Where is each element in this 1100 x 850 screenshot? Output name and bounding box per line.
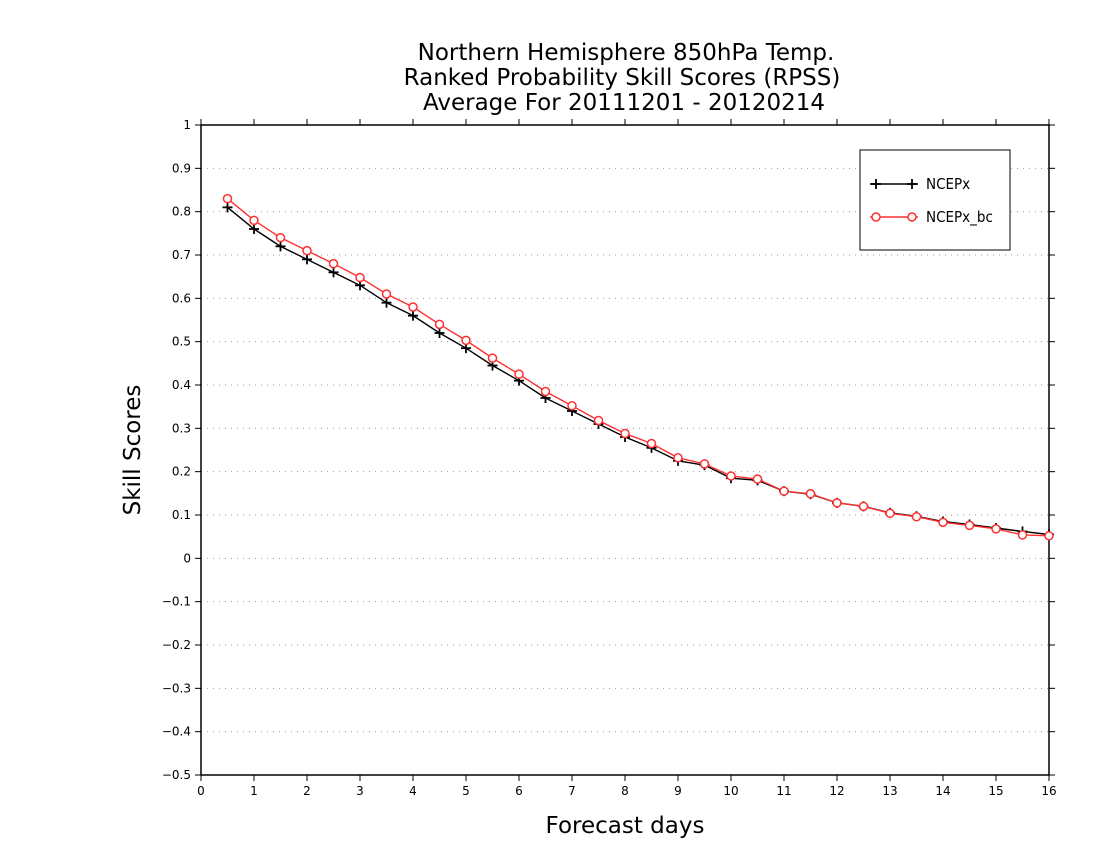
data-point-circle	[832, 498, 842, 508]
data-point-circle	[487, 353, 498, 363]
data-point-circle	[249, 215, 259, 226]
data-point-circle	[620, 428, 630, 439]
x-tick-label: 0	[197, 784, 205, 798]
y-axis-label: Skill Scores	[120, 385, 146, 516]
data-point-circle	[699, 459, 710, 469]
data-point-circle	[408, 302, 418, 312]
axis-ticks	[195, 119, 1055, 781]
y-tick-label: −0.4	[162, 725, 191, 739]
data-point-circle	[381, 289, 392, 299]
x-tick-label: 11	[776, 784, 791, 798]
data-point-circle	[514, 369, 524, 379]
legend-label: NCEPx	[926, 175, 970, 193]
x-tick-label: 16	[1041, 784, 1056, 798]
legend-label: NCEPx_bc	[926, 208, 993, 227]
data-point-circle	[885, 508, 895, 519]
x-tick-label: 12	[829, 784, 844, 798]
x-tick-label: 7	[568, 784, 576, 798]
y-tick-label: −0.1	[162, 595, 191, 609]
y-tick-label: 0.9	[172, 161, 191, 175]
data-point-circle	[302, 245, 312, 256]
legend-entry: NCEPx_bc	[870, 208, 993, 227]
data-point-circle	[646, 438, 657, 449]
data-point-plus	[907, 179, 917, 189]
title-line-1: Northern Hemisphere 850hPa Temp.	[418, 40, 835, 66]
x-tick-label: 10	[723, 784, 738, 798]
data-point-circle	[907, 212, 917, 222]
y-tick-label: 0.2	[172, 465, 191, 479]
data-point-circle	[938, 517, 948, 528]
x-tick-label: 14	[935, 784, 950, 798]
legend-entry: NCEPx	[870, 175, 970, 193]
y-tick-label: 0.6	[172, 291, 191, 305]
legend: NCEPx NCEPx_bc	[859, 149, 1011, 251]
x-tick-label: 2	[303, 784, 311, 798]
x-tick-label: 4	[409, 784, 417, 798]
y-tick-label: −0.2	[162, 638, 191, 652]
series-ncepx	[222, 202, 1054, 540]
x-tick-label: 6	[515, 784, 523, 798]
data-series	[222, 193, 1054, 541]
grid-lines	[201, 167, 1049, 733]
y-tick-label: 0.5	[172, 335, 191, 349]
x-tick-label: 5	[462, 784, 470, 798]
series-ncepx-bc	[222, 193, 1054, 541]
data-point-circle	[805, 489, 816, 499]
data-point-circle	[355, 272, 365, 283]
data-point-plus	[222, 202, 233, 213]
x-tick-label: 13	[882, 784, 897, 798]
data-point-circle	[871, 212, 881, 222]
x-tick-label: 15	[988, 784, 1003, 798]
data-point-circle	[567, 401, 577, 411]
data-point-circle	[593, 415, 604, 426]
chart-title: Northern Hemisphere 850hPa Temp. Ranked …	[404, 40, 841, 116]
x-tick-label: 8	[621, 784, 629, 798]
legend-box	[859, 149, 1011, 251]
data-point-circle	[328, 258, 339, 269]
data-point-plus	[249, 224, 259, 234]
data-point-plus	[434, 328, 445, 338]
axis-tick-labels: −0.5 −0.4 −0.3 −0.2 −0.1 0 0.1 0.2 0.3 0.4 0.5 0.6 0…	[162, 118, 1057, 798]
title-line-2: Ranked Probability Skill Scores (RPSS)	[404, 65, 841, 91]
data-point-circle	[1017, 530, 1028, 540]
data-point-circle	[461, 335, 471, 346]
y-tick-label: 0	[183, 551, 191, 565]
title-line-3: Average For 20111201 - 20120214	[423, 90, 825, 116]
y-tick-label: 0.3	[172, 421, 191, 435]
data-point-circle	[1044, 531, 1054, 541]
y-tick-label: −0.5	[162, 768, 191, 782]
data-point-plus	[328, 267, 339, 278]
x-tick-label: 9	[674, 784, 682, 798]
x-axis-label: Forecast days	[546, 813, 705, 839]
data-point-circle	[991, 524, 1001, 534]
data-point-circle	[964, 520, 975, 531]
data-point-circle	[673, 453, 683, 463]
data-point-plus	[871, 179, 881, 189]
y-tick-label: 0.7	[172, 248, 191, 262]
data-point-plus	[275, 241, 286, 252]
y-tick-label: 0.4	[172, 378, 191, 392]
y-tick-label: 0.1	[172, 508, 191, 522]
data-point-circle	[858, 501, 869, 512]
y-tick-label: 1	[183, 118, 191, 132]
data-point-circle	[275, 232, 286, 243]
data-point-circle	[752, 474, 763, 484]
data-point-circle	[911, 511, 922, 522]
data-point-circle	[434, 319, 445, 330]
data-point-plus	[408, 310, 418, 321]
y-tick-label: −0.3	[162, 681, 191, 695]
data-point-plus	[302, 254, 312, 265]
data-point-circle	[540, 386, 551, 397]
data-point-circle	[726, 471, 736, 481]
data-point-plus	[381, 297, 392, 308]
data-point-circle	[222, 193, 233, 204]
data-point-circle	[779, 486, 789, 496]
x-tick-label: 3	[356, 784, 364, 798]
series-line	[227, 206, 1050, 536]
x-tick-label: 1	[250, 784, 258, 798]
y-tick-label: 0.8	[172, 205, 191, 219]
